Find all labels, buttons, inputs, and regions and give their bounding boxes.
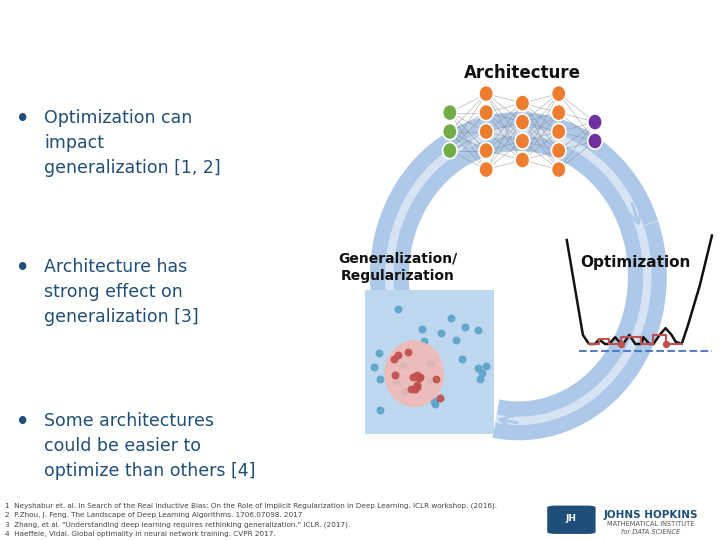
Point — [428, 396, 440, 405]
Point — [411, 383, 423, 391]
Circle shape — [443, 143, 457, 159]
Point — [424, 375, 436, 384]
Text: Architecture has
strong effect on
generalization [3]: Architecture has strong effect on genera… — [45, 258, 199, 326]
Point — [660, 340, 671, 348]
Circle shape — [479, 85, 493, 102]
Point — [472, 364, 483, 373]
Point — [436, 329, 447, 338]
Point — [472, 326, 483, 335]
Point — [410, 382, 421, 391]
Point — [456, 355, 468, 363]
Text: JOHNS HOPKINS: JOHNS HOPKINS — [603, 510, 698, 519]
Circle shape — [588, 133, 602, 149]
Point — [411, 381, 423, 389]
Point — [414, 373, 426, 382]
Circle shape — [443, 104, 457, 121]
Circle shape — [552, 161, 566, 178]
Text: •: • — [16, 109, 30, 129]
Text: JH: JH — [566, 515, 577, 523]
Point — [450, 336, 462, 345]
Point — [373, 348, 384, 357]
Text: Optimization: Optimization — [580, 255, 690, 270]
Point — [390, 377, 402, 386]
Point — [412, 370, 423, 379]
Text: Key Theoretical Questions are Interrelated: Key Theoretical Questions are Interrelat… — [9, 13, 613, 37]
Text: Architecture: Architecture — [464, 64, 581, 82]
Point — [397, 361, 408, 369]
Point — [477, 369, 488, 378]
Text: •: • — [16, 412, 30, 432]
Text: 1  Neyshabur et. al. In Search of the Real Inductive Bias: On the Role of Implic: 1 Neyshabur et. al. In Search of the Rea… — [6, 503, 498, 509]
FancyBboxPatch shape — [365, 290, 494, 434]
Point — [418, 337, 430, 346]
Circle shape — [552, 143, 566, 159]
FancyBboxPatch shape — [547, 505, 595, 534]
Point — [410, 384, 421, 393]
Text: •: • — [16, 258, 30, 278]
Point — [445, 314, 456, 322]
Circle shape — [516, 133, 530, 149]
Circle shape — [479, 124, 493, 140]
Text: 4  Haeffele, Vidal. Global optimality in neural network training. CVPR 2017.: 4 Haeffele, Vidal. Global optimality in … — [6, 531, 276, 537]
Point — [459, 322, 471, 331]
Point — [474, 375, 486, 383]
Point — [424, 359, 436, 368]
Circle shape — [479, 161, 493, 178]
Circle shape — [516, 95, 530, 111]
Circle shape — [443, 124, 457, 140]
Point — [413, 374, 424, 383]
Point — [417, 325, 428, 334]
Point — [407, 373, 418, 382]
Text: for DATA SCIENCE: for DATA SCIENCE — [621, 529, 680, 535]
Circle shape — [479, 143, 493, 159]
Point — [430, 400, 441, 408]
Point — [402, 348, 414, 356]
Circle shape — [516, 152, 530, 168]
Circle shape — [552, 104, 566, 121]
Text: Generalization/
Regularization: Generalization/ Regularization — [338, 252, 457, 283]
Point — [399, 387, 410, 396]
Point — [480, 362, 491, 370]
Text: 2  P.Zhou, J. Feng. The Landscape of Deep Learning Algorithms. 1706.07098. 2017: 2 P.Zhou, J. Feng. The Landscape of Deep… — [6, 512, 303, 518]
Text: MATHEMATICAL INSTITUTE: MATHEMATICAL INSTITUTE — [607, 521, 695, 526]
Point — [388, 354, 400, 363]
Point — [434, 394, 446, 402]
Point — [374, 406, 386, 415]
Circle shape — [479, 104, 493, 121]
Point — [430, 374, 441, 383]
Text: Some architectures
could be easier to
optimize than others [4]: Some architectures could be easier to op… — [45, 412, 256, 480]
Text: Optimization can
impact
generalization [1, 2]: Optimization can impact generalization [… — [45, 109, 221, 177]
Circle shape — [552, 85, 566, 102]
Circle shape — [516, 114, 530, 130]
Text: 3  Zhang, et al. "Understanding deep learning requires rethinking generalization: 3 Zhang, et al. "Understanding deep lear… — [6, 522, 351, 528]
Polygon shape — [385, 341, 444, 406]
Point — [374, 375, 385, 383]
Point — [392, 350, 404, 359]
Circle shape — [552, 124, 566, 140]
Circle shape — [588, 114, 602, 130]
Point — [616, 340, 627, 348]
Point — [405, 384, 416, 393]
Point — [390, 370, 401, 379]
Point — [392, 305, 404, 313]
Point — [369, 363, 380, 372]
